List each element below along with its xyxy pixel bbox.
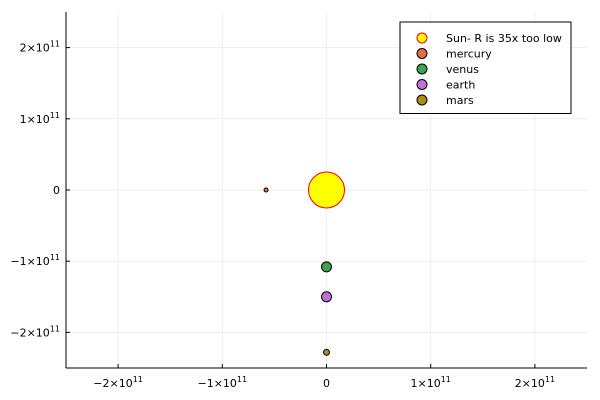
legend-label: earth xyxy=(446,79,475,92)
legend-marker xyxy=(416,32,428,44)
data-point-sun xyxy=(308,171,345,209)
tick-labels: −2×1011 −1×1011 0 1×1011 2×1011 2×1011 1×1011 0… xyxy=(10,40,555,390)
y-tick-label: 0 xyxy=(53,184,60,197)
x-tick-label: −1×1011 xyxy=(197,375,247,390)
axes xyxy=(65,12,587,369)
x-tick-label: −2×1011 xyxy=(93,375,143,390)
legend-box xyxy=(399,21,572,114)
legend-label: mercury xyxy=(446,48,492,61)
legend-label: mars xyxy=(446,94,474,107)
y-tick-label: −2×1011 xyxy=(10,324,60,339)
x-tick-label: 1×1011 xyxy=(410,375,450,390)
y-tick-label: 1×1011 xyxy=(20,111,60,126)
data-point-mercury xyxy=(263,187,269,193)
legend-marker xyxy=(416,63,428,75)
legend-marker xyxy=(416,94,428,106)
data-point-earth xyxy=(321,291,332,303)
legend-label: Sun- R is 35x too low xyxy=(446,32,562,45)
legend-marker xyxy=(416,79,428,90)
x-tick-label: 0 xyxy=(323,377,330,390)
x-tick-label: 2×1011 xyxy=(515,375,555,390)
grid xyxy=(66,12,587,368)
y-tick-label: −1×1011 xyxy=(10,253,60,268)
data-point-mars xyxy=(323,348,330,356)
y-tick-label: 2×1011 xyxy=(20,40,60,55)
legend-label: venus xyxy=(446,63,479,76)
data-points xyxy=(263,171,345,356)
legend-marker xyxy=(416,48,428,59)
data-point-venus xyxy=(321,261,332,273)
legend: Sun- R is 35x too low mercury venus earth ma… xyxy=(399,21,572,114)
